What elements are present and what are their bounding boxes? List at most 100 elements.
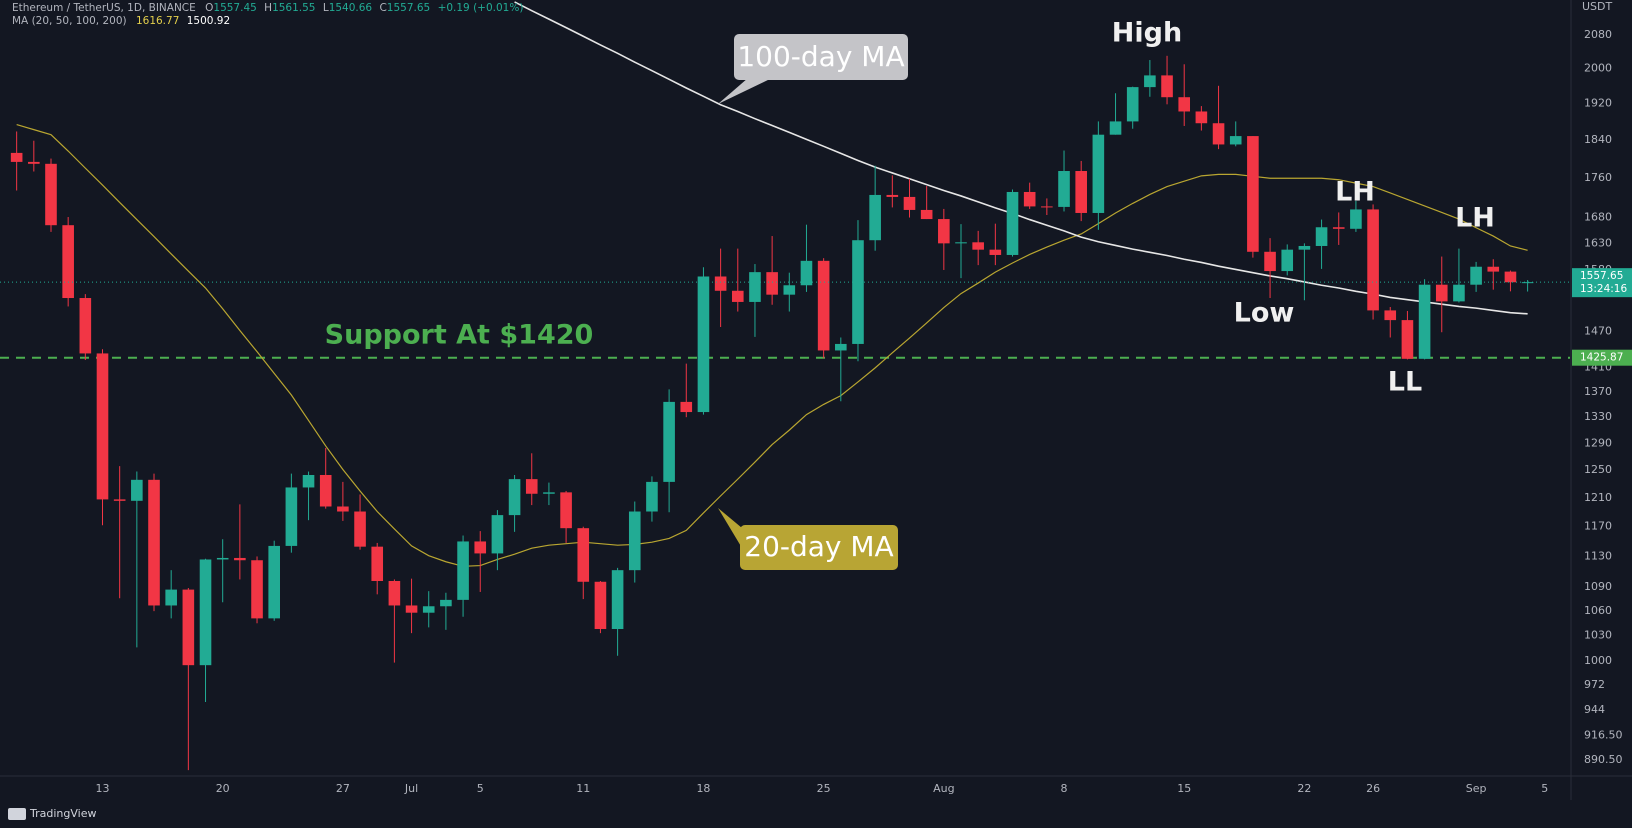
candle-body [319,474,332,507]
y-tick-label: 1090 [1584,580,1612,593]
candle-body [646,481,658,512]
x-tick-label: 27 [336,782,350,795]
candle-body [955,242,967,244]
candle-body [165,589,177,606]
candle-body [405,605,418,613]
ma-value: 1616.77 [136,15,179,27]
callout-pointer [718,78,772,104]
candle-body [972,242,984,250]
candle-body [1521,282,1534,284]
candle-body [1470,266,1482,285]
callout-100ma: 100-day MA [718,34,908,104]
candle-body [525,479,538,494]
candle-body [697,276,710,413]
candle-body [577,528,590,582]
candle-body [354,511,366,547]
y-tick-label: 1920 [1584,96,1612,109]
x-tick-label: 15 [1177,782,1191,795]
candle-body [1109,121,1122,135]
y-tick-label: 1370 [1584,385,1612,398]
annotation: High [1112,18,1182,49]
candle-body [1350,209,1362,229]
x-tick-label: 5 [477,782,484,795]
y-tick-label: 2000 [1584,62,1612,75]
callout-text: 100-day MA [737,40,904,73]
candle-body [1195,111,1208,124]
candle-body [869,194,881,241]
candle-body [1264,251,1276,272]
candle-body [1041,206,1053,208]
candle-body [1229,136,1242,145]
ohlc-value: 1557.65 [387,2,430,14]
annotation: LH [1335,177,1375,208]
candle-body [920,209,933,220]
candle-body [1504,271,1517,283]
annotation: LH [1455,203,1495,234]
candle-body [886,194,899,197]
candle-body [817,260,830,351]
y-tick-label: 1000 [1584,654,1612,667]
candle-body [1178,97,1191,112]
ma-label: MA (20, 50, 100, 200) [12,15,127,27]
candle-body [680,401,693,413]
candle-body [1298,245,1311,250]
candle-body [1418,284,1431,359]
ohlc-label: C [379,2,386,14]
y-tick-label: 890.50 [1584,753,1623,766]
y-tick-label: 1840 [1584,133,1612,146]
callout-box [734,34,908,80]
ohlc-change: +0.19 (+0.01%) [438,2,524,14]
ma-line [514,1,1528,315]
chart-header: Ethereum / TetherUS, 1D, BINANCE O1557.4… [12,2,523,14]
support-tag [1572,349,1632,366]
axis-unit: USDT [1582,0,1613,13]
candle-body [938,219,950,244]
symbol: Ethereum / TetherUS, 1D, BINANCE [12,2,196,14]
last-price-tag [1572,268,1632,298]
candle-body [302,474,315,488]
last-price-value: 1557.65 [1580,270,1623,282]
ohlc-value: 1557.45 [213,2,256,14]
candle-body [457,541,469,600]
candle-body [1487,266,1500,272]
support-value: 1425.87 [1580,352,1623,364]
x-tick-label: 13 [96,782,110,795]
candle-body [749,272,761,302]
candle-body [1126,87,1139,122]
candle-body [1453,284,1465,302]
candle-body [1075,171,1087,213]
y-tick-label: 1630 [1584,236,1612,249]
candle-body [96,353,109,500]
candle-body [903,196,916,210]
candle-body [474,541,487,554]
x-tick-label: 22 [1297,782,1311,795]
candle-body [1384,310,1397,321]
callout-20ma: 20-day MA [718,508,898,570]
candle-body [1401,320,1414,359]
countdown: 13:24:16 [1580,283,1627,295]
candle-body [199,559,212,666]
candle-body [800,260,813,286]
x-tick-label: 5 [1541,782,1548,795]
candle-body [835,343,847,351]
candle-body [1315,227,1328,246]
candle-body [714,276,727,291]
x-tick-label: Jul [404,782,418,795]
y-tick-label: 1680 [1584,211,1612,224]
annotation: LL [1388,367,1422,398]
annotation: Low [1234,298,1295,329]
callout-text: 20-day MA [744,530,893,563]
candle-body [337,506,349,512]
candle-body [1332,227,1345,229]
callout-pointer [718,508,742,548]
candle-body [1161,75,1173,98]
candle-body [216,557,229,560]
candle-body [1281,249,1294,272]
y-tick-label: 1290 [1584,436,1612,449]
x-tick-label: 8 [1061,782,1068,795]
candle-body [1006,191,1019,255]
callout-box [740,525,898,570]
candle-body [388,580,401,606]
